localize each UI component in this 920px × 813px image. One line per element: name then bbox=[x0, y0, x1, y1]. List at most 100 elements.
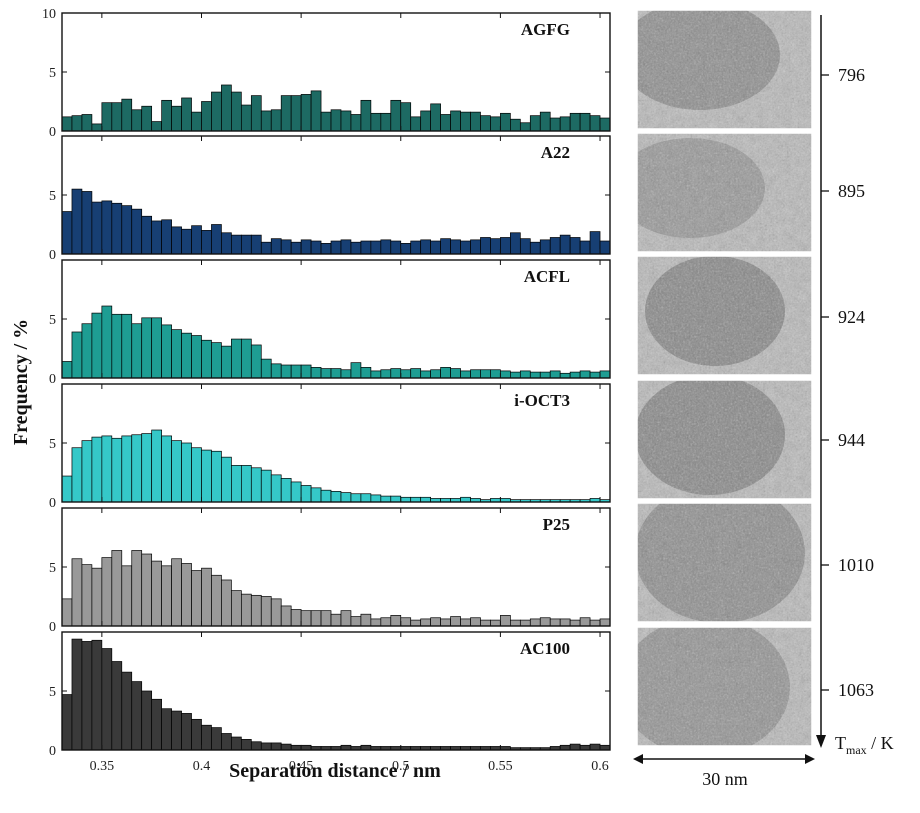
bar bbox=[231, 91, 242, 132]
bar bbox=[340, 610, 352, 627]
bar bbox=[529, 371, 541, 379]
bar bbox=[599, 370, 611, 379]
bar bbox=[81, 641, 93, 751]
bar bbox=[460, 618, 471, 627]
bar bbox=[539, 617, 551, 627]
bar bbox=[300, 94, 312, 132]
tmax-value: 895 bbox=[838, 181, 865, 201]
bar bbox=[131, 323, 143, 379]
tem-micrograph-strip bbox=[636, 9, 813, 747]
bar bbox=[260, 742, 272, 751]
bar bbox=[430, 617, 441, 627]
bar bbox=[61, 116, 73, 132]
bar bbox=[211, 574, 222, 627]
bar bbox=[300, 744, 312, 751]
bar bbox=[480, 369, 491, 379]
bar bbox=[101, 557, 113, 627]
bar bbox=[480, 237, 491, 255]
bar bbox=[201, 101, 212, 132]
bar bbox=[569, 743, 581, 751]
y-tick-label: 0 bbox=[49, 620, 56, 635]
bar bbox=[81, 191, 93, 255]
bar bbox=[191, 335, 202, 379]
bar bbox=[250, 344, 262, 379]
bar bbox=[211, 450, 222, 503]
bar bbox=[400, 243, 412, 255]
bar bbox=[181, 332, 192, 379]
bar bbox=[211, 224, 222, 255]
bar bbox=[380, 239, 392, 255]
panel-p25: 0 5 P25 bbox=[49, 507, 611, 635]
bar bbox=[579, 744, 591, 751]
tem-image bbox=[636, 9, 813, 130]
bar bbox=[81, 114, 93, 132]
tmax-value: 1010 bbox=[838, 555, 874, 575]
bar bbox=[161, 708, 172, 751]
histogram-panels: 0510AGFG05A2205ACFL05i-OCT305P2505AC1000… bbox=[42, 7, 611, 774]
bar bbox=[400, 102, 412, 132]
bar bbox=[400, 496, 412, 503]
y-tick-label: 0 bbox=[49, 372, 56, 387]
bar bbox=[280, 364, 292, 379]
bar bbox=[61, 361, 73, 379]
y-tick-label: 5 bbox=[49, 189, 56, 204]
bar bbox=[390, 368, 402, 379]
bar bbox=[161, 324, 172, 379]
bar bbox=[181, 228, 192, 255]
panel-ac100: 0 5 AC100 bbox=[49, 631, 611, 759]
bar bbox=[121, 435, 133, 503]
bar bbox=[121, 205, 133, 255]
bar bbox=[91, 567, 103, 627]
bar bbox=[71, 558, 83, 627]
bar bbox=[201, 567, 212, 627]
bar bbox=[131, 109, 143, 132]
bar bbox=[91, 201, 103, 255]
bar bbox=[360, 613, 372, 627]
bar bbox=[280, 743, 292, 751]
y-axis-title: Frequency / % bbox=[10, 319, 32, 445]
bar bbox=[71, 331, 83, 379]
bar bbox=[250, 234, 262, 255]
bar bbox=[250, 95, 262, 132]
bar bbox=[161, 99, 172, 132]
bar bbox=[290, 609, 302, 627]
bar bbox=[211, 342, 222, 379]
bar bbox=[231, 338, 242, 379]
bar bbox=[320, 489, 332, 503]
bar bbox=[599, 744, 611, 751]
bar bbox=[260, 110, 272, 132]
bar bbox=[191, 570, 202, 627]
bar bbox=[141, 317, 153, 379]
bar bbox=[350, 362, 362, 379]
bar bbox=[290, 744, 302, 751]
bar bbox=[559, 618, 571, 627]
bar bbox=[151, 429, 162, 503]
panel-label: A22 bbox=[541, 143, 570, 162]
bar bbox=[231, 590, 242, 627]
bar bbox=[490, 369, 501, 379]
x-tick-label: 0.4 bbox=[193, 759, 211, 774]
bar bbox=[191, 111, 202, 132]
bar bbox=[250, 467, 262, 503]
tmax-value: 944 bbox=[838, 430, 865, 450]
bar bbox=[211, 91, 222, 132]
bar bbox=[300, 485, 312, 503]
y-tick-label: 0 bbox=[49, 496, 56, 511]
x-tick-label: 0.55 bbox=[488, 759, 513, 774]
bar bbox=[161, 219, 172, 255]
bar bbox=[91, 436, 103, 503]
bar bbox=[450, 616, 461, 627]
bar bbox=[539, 239, 551, 255]
bar bbox=[569, 237, 581, 255]
y-tick-label: 0 bbox=[49, 125, 56, 140]
bar bbox=[270, 109, 282, 132]
bar bbox=[310, 240, 322, 255]
bar bbox=[390, 615, 402, 627]
bar bbox=[390, 99, 402, 132]
bar bbox=[231, 234, 242, 255]
bar bbox=[141, 215, 153, 255]
bar bbox=[61, 694, 73, 751]
bar bbox=[569, 112, 581, 132]
bar bbox=[559, 372, 571, 379]
bar bbox=[320, 368, 332, 379]
